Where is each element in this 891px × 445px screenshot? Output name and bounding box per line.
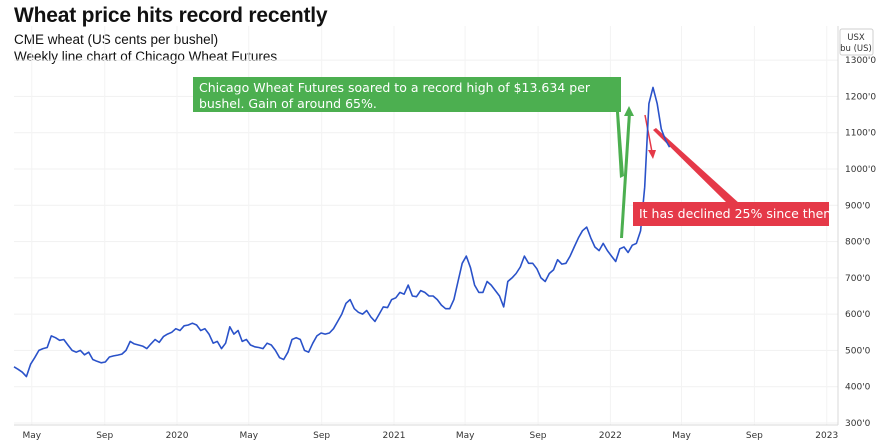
annotation-arrows bbox=[616, 106, 740, 238]
red-arrow-short-head bbox=[648, 150, 656, 159]
grid-lines bbox=[14, 26, 838, 425]
axes: USX bu (US) bbox=[14, 26, 874, 426]
unit-label-line2: bu (US) bbox=[840, 44, 872, 54]
x-tick-labels: May Sep 2020 May Sep 2021 May Sep 2022 May Sep 2023 bbox=[22, 431, 838, 441]
y-tick-label: 1100'0 bbox=[845, 129, 876, 139]
x-tick-label: Sep bbox=[746, 431, 763, 441]
y-tick-label: 500'0 bbox=[845, 346, 871, 356]
wheat-price-line bbox=[13, 86, 671, 378]
x-tick-label: 2023 bbox=[815, 431, 838, 441]
chart-title: Wheat price hits record recently bbox=[14, 4, 328, 27]
chart-subtitle-units: CME wheat (US cents per bushel) bbox=[14, 32, 219, 47]
x-tick-label: 2022 bbox=[599, 431, 622, 441]
y-tick-label: 300'0 bbox=[845, 419, 871, 429]
y-tick-label: 1200'0 bbox=[845, 92, 876, 102]
decline-callout: It has declined 25% since then. bbox=[633, 202, 835, 226]
record-high-callout: Chicago Wheat Futures soared to a record… bbox=[193, 77, 621, 112]
x-tick-label: Sep bbox=[530, 431, 547, 441]
y-tick-label: 400'0 bbox=[845, 383, 871, 393]
y-tick-label: 900'0 bbox=[845, 201, 871, 211]
x-tick-label: May bbox=[456, 431, 475, 441]
y-tick-label: 600'0 bbox=[845, 310, 871, 320]
x-tick-label: May bbox=[22, 431, 41, 441]
x-tick-label: May bbox=[239, 431, 258, 441]
y-tick-label: 700'0 bbox=[845, 274, 871, 284]
x-tick-label: Sep bbox=[313, 431, 330, 441]
unit-box bbox=[839, 28, 874, 56]
green-arrow-head bbox=[624, 106, 634, 116]
x-tick-label: 2021 bbox=[383, 431, 406, 441]
unit-label-line1: USX bbox=[847, 33, 865, 43]
y-tick-label: 800'0 bbox=[845, 238, 871, 248]
y-tick-label: 1000'0 bbox=[845, 165, 876, 175]
x-tick-label: May bbox=[672, 431, 691, 441]
red-arrow-pointer bbox=[653, 128, 740, 204]
x-tick-label: Sep bbox=[96, 431, 113, 441]
red-arrow-short bbox=[644, 114, 653, 153]
y-tick-label: 1300'0 bbox=[845, 56, 876, 66]
y-tick-labels: 300'0 400'0 500'0 600'0 700'0 800'0 900'0 1000'… bbox=[845, 56, 876, 429]
green-arrow-right bbox=[620, 112, 631, 238]
green-arrow-left bbox=[616, 112, 624, 178]
x-tick-label: 2020 bbox=[166, 431, 189, 441]
